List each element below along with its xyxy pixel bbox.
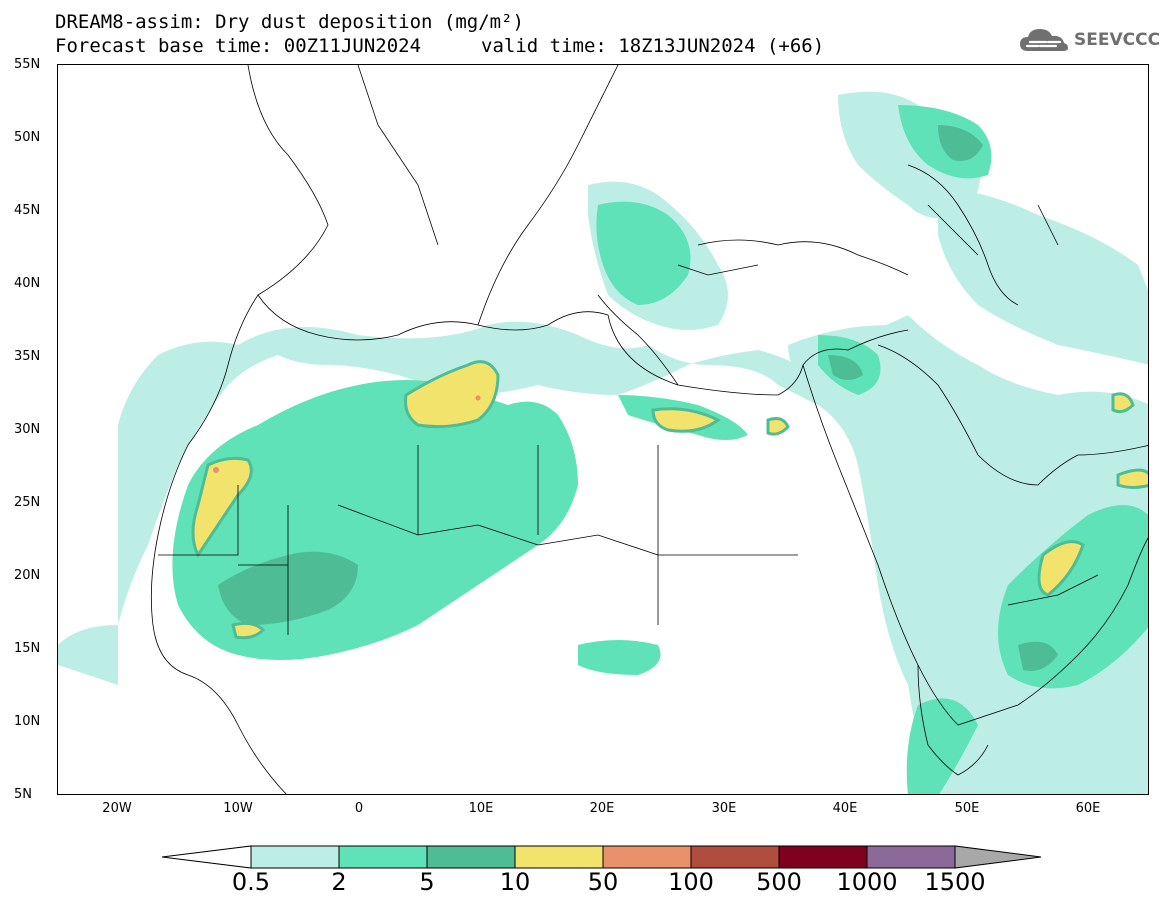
colorbar-over-arrow	[954, 845, 1042, 869]
lon-label: 10W	[223, 801, 253, 816]
lon-label: 0	[354, 801, 364, 816]
lon-label: 10E	[468, 801, 494, 816]
colorbar-label: 500	[756, 868, 802, 896]
colorbar-label: 2	[331, 868, 347, 896]
colorbar-label: 10	[499, 868, 531, 896]
colorbar-segment	[338, 845, 428, 869]
dust-shading-light	[58, 91, 1148, 794]
lon-label: 30E	[711, 801, 737, 816]
dust-deposition-map	[58, 65, 1148, 794]
map-subtitle: Forecast base time: 00Z11JUN2024 valid t…	[55, 36, 824, 96]
colorbar-segment	[514, 845, 604, 869]
lat-label: 35N	[14, 349, 41, 364]
lat-label: 5N	[14, 787, 32, 802]
lat-label: 10N	[14, 714, 41, 729]
lat-label: 15N	[14, 641, 41, 656]
lat-label: 55N	[14, 57, 41, 72]
lon-label: 20W	[102, 801, 132, 816]
forecast-base-time: Forecast base time: 00Z11JUN2024	[55, 35, 422, 57]
dust-shading-high	[191, 360, 1148, 640]
colorbar-label: 0.5	[231, 868, 271, 896]
lat-label: 50N	[14, 130, 41, 145]
lat-label: 40N	[14, 276, 41, 291]
coastlines-and-borders	[150, 65, 1148, 794]
lat-label: 45N	[14, 203, 41, 218]
lat-label: 20N	[14, 568, 41, 583]
colorbar	[162, 845, 1042, 869]
lon-label: 40E	[832, 801, 858, 816]
colorbar-segment	[426, 845, 516, 869]
lat-label: 30N	[14, 422, 41, 437]
forecast-valid-time: valid time: 18Z13JUN2024 (+66)	[481, 35, 825, 57]
colorbar-label: 100	[668, 868, 714, 896]
lat-label: 25N	[14, 495, 41, 510]
colorbar-label: 1000	[836, 868, 898, 896]
cloud-icon	[1020, 29, 1068, 51]
logo-text: SEEVCCC	[1074, 30, 1161, 50]
colorbar-segment	[778, 845, 868, 869]
lon-label: 60E	[1075, 801, 1101, 816]
colorbar-label: 50	[587, 868, 619, 896]
colorbar-label: 5	[419, 868, 435, 896]
lon-label: 20E	[589, 801, 615, 816]
map-area	[57, 64, 1149, 795]
colorbar-segment	[602, 845, 692, 869]
colorbar-segment	[690, 845, 780, 869]
map-title: DREAM8-assim: Dry dust deposition (mg/m²…	[55, 11, 524, 33]
colorbar-segment	[250, 845, 340, 869]
dust-shading-very-high	[213, 395, 481, 473]
lon-label: 50E	[954, 801, 980, 816]
colorbar-label: 1500	[924, 868, 986, 896]
seevccc-logo: SEEVCCC	[1018, 25, 1160, 55]
colorbar-under-arrow	[162, 845, 252, 869]
colorbar-segment	[866, 845, 956, 869]
